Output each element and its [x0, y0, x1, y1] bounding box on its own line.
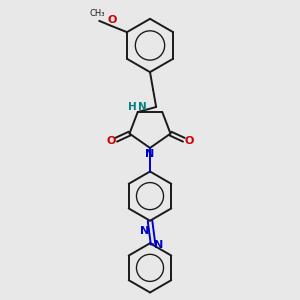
Text: H: H	[128, 103, 137, 112]
Text: N: N	[140, 226, 149, 236]
Text: N: N	[146, 149, 154, 159]
Text: O: O	[108, 15, 117, 25]
Text: N: N	[154, 240, 163, 250]
Text: O: O	[106, 136, 116, 146]
Text: N: N	[138, 103, 146, 112]
Text: CH₃: CH₃	[89, 9, 105, 18]
Text: O: O	[184, 136, 194, 146]
